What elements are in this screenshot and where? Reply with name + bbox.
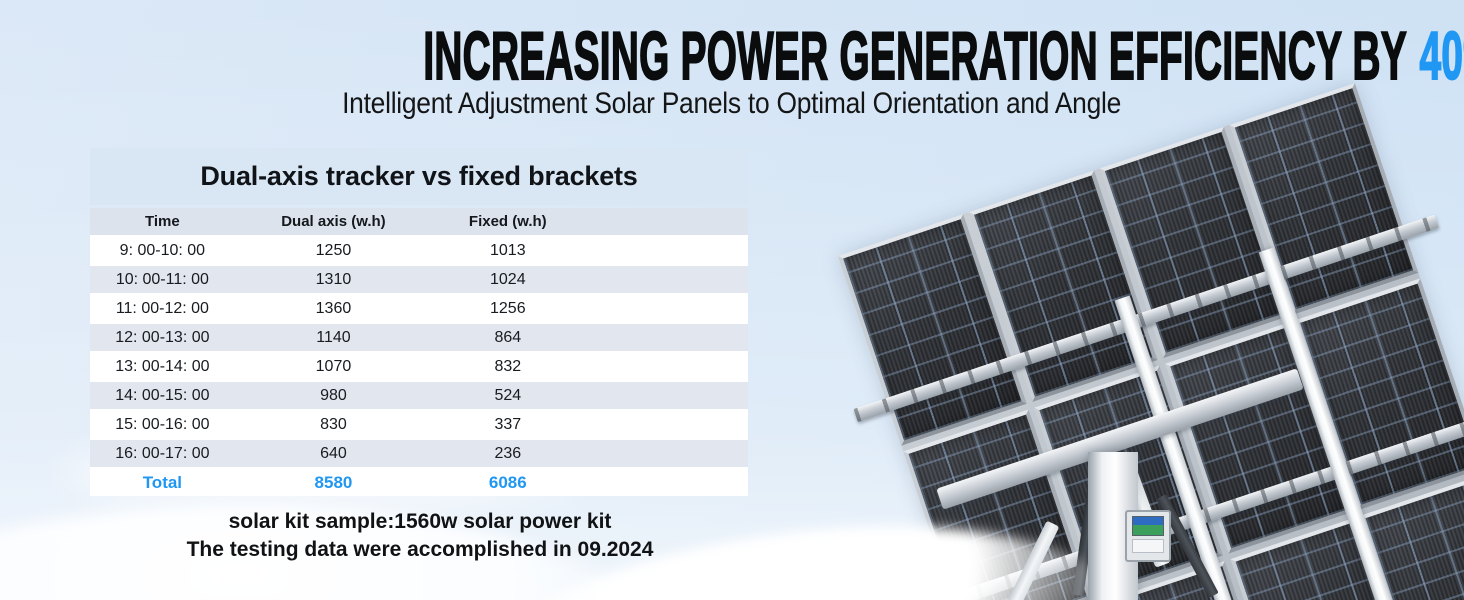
subtitle-text: Intelligent Adjustment Solar Panels to O… xyxy=(342,87,1122,120)
dual-axis-cell: 1250 xyxy=(315,242,352,259)
time-cell: 10: 00-11: 00 xyxy=(115,271,209,288)
headline: INCREASING POWER GENERATION EFFICIENCY B… xyxy=(18,21,1464,91)
time-cell: 11: 00-12: 00 xyxy=(115,300,209,317)
headline-highlight: 40% xyxy=(1419,18,1464,94)
tracker-controller xyxy=(1125,510,1171,562)
table-row: 15: 00-16: 00 830 337 xyxy=(90,411,748,440)
table-row: 10: 00-11: 00 1310 1024 xyxy=(90,266,748,295)
total-label: Total xyxy=(142,473,183,492)
fixed-cell: 236 xyxy=(494,445,522,462)
table-body: 9: 00-10: 00 1250 1013 10: 00-11: 00 131… xyxy=(90,237,748,469)
dual-axis-cell: 1310 xyxy=(315,271,352,288)
footnote-line-1: solar kit sample:1560w solar power kit xyxy=(228,510,612,533)
time-cell: 13: 00-14: 00 xyxy=(115,358,210,375)
table-row: 14: 00-15: 00 980 524 xyxy=(90,382,748,411)
fixed-cell: 1256 xyxy=(490,300,526,317)
fixed-cell: 524 xyxy=(494,387,522,404)
dual-axis-cell: 1360 xyxy=(315,300,352,317)
footnote: solar kit sample:1560w solar power kit T… xyxy=(0,508,840,564)
column-header-time: Time xyxy=(145,213,180,230)
table-row: 11: 00-12: 00 1360 1256 xyxy=(90,295,748,324)
dual-axis-cell: 980 xyxy=(320,387,347,404)
fixed-cell: 832 xyxy=(494,358,522,375)
column-header-fixed: Fixed (w.h) xyxy=(468,213,547,230)
table-total-row: Total 8580 6086 xyxy=(90,469,748,496)
dual-axis-cell: 1140 xyxy=(316,329,351,346)
table-row: 13: 00-14: 00 1070 832 xyxy=(90,353,748,382)
table-row: 16: 00-17: 00 640 236 xyxy=(90,440,748,469)
time-cell: 12: 00-13: 00 xyxy=(115,329,210,346)
fixed-cell: 1013 xyxy=(490,242,526,259)
fixed-cell: 337 xyxy=(494,416,522,433)
time-cell: 16: 00-17: 00 xyxy=(115,445,210,462)
fixed-cell: 864 xyxy=(494,329,522,346)
column-header-dual-axis: Dual axis (w.h) xyxy=(281,213,386,230)
footnote-line-2: The testing data were accomplished in 09… xyxy=(186,538,654,561)
total-fixed-value: 6086 xyxy=(488,473,527,492)
time-cell: 14: 00-15: 00 xyxy=(115,387,210,404)
headline-text: INCREASING POWER GENERATION EFFICIENCY B… xyxy=(423,18,1407,94)
comparison-table-card: Dual-axis tracker vs fixed brackets Time… xyxy=(90,148,748,496)
fixed-cell: 1024 xyxy=(490,271,526,288)
table-row: 9: 00-10: 00 1250 1013 xyxy=(90,237,748,266)
table-header-row: Time Dual axis (w.h) Fixed (w.h) xyxy=(90,208,748,237)
controller-screen xyxy=(1132,516,1164,536)
dual-axis-cell: 640 xyxy=(320,445,347,462)
time-cell: 15: 00-16: 00 xyxy=(115,416,210,433)
table-title: Dual-axis tracker vs fixed brackets xyxy=(90,148,748,205)
table-row: 12: 00-13: 00 1140 864 xyxy=(90,324,748,353)
dual-axis-cell: 830 xyxy=(320,416,347,433)
subtitle: Intelligent Adjustment Solar Panels to O… xyxy=(0,86,1464,122)
dual-axis-cell: 1070 xyxy=(315,358,352,375)
controller-keypad xyxy=(1132,539,1164,553)
total-dual-axis-value: 8580 xyxy=(314,473,353,492)
time-cell: 9: 00-10: 00 xyxy=(119,242,206,259)
